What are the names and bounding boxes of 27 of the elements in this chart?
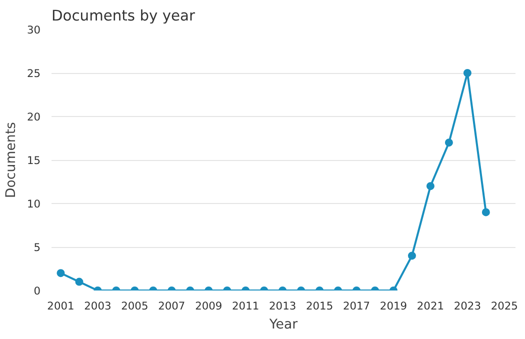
y-tick-label: 20	[26, 110, 41, 124]
x-tick-label: 2007	[158, 300, 186, 312]
chart-title: Documents by year	[52, 8, 196, 24]
x-tick-label: 2013	[269, 300, 296, 312]
x-tick-label: 2015	[306, 300, 334, 312]
y-tick-label: 10	[26, 198, 41, 210]
x-axis-title: Year	[268, 318, 298, 332]
y-axis-title: Documents	[4, 122, 19, 198]
x-tick-label: 2001	[47, 300, 74, 312]
x-tick-label: 2023	[454, 300, 481, 312]
x-tick-label: 2005	[121, 300, 148, 312]
x-tick-label: 2025	[490, 300, 518, 312]
x-tick-label: 2009	[195, 300, 222, 312]
x-tick-label: 2021	[416, 300, 444, 312]
x-tick-label: 2003	[84, 300, 112, 312]
y-tick-label: 5	[34, 241, 40, 254]
point	[482, 208, 490, 216]
x-tick-label: 2017	[342, 300, 370, 312]
point	[426, 182, 434, 190]
point	[463, 69, 472, 77]
y-tick-label: 30	[26, 24, 41, 36]
x-tick-label: 2011	[232, 300, 260, 312]
point	[444, 138, 453, 147]
y-tick-label: 0	[34, 284, 41, 298]
x-tick-label: 2019	[380, 300, 408, 312]
y-tick-label: 15	[26, 154, 41, 167]
y-tick-label: 25	[26, 67, 41, 80]
